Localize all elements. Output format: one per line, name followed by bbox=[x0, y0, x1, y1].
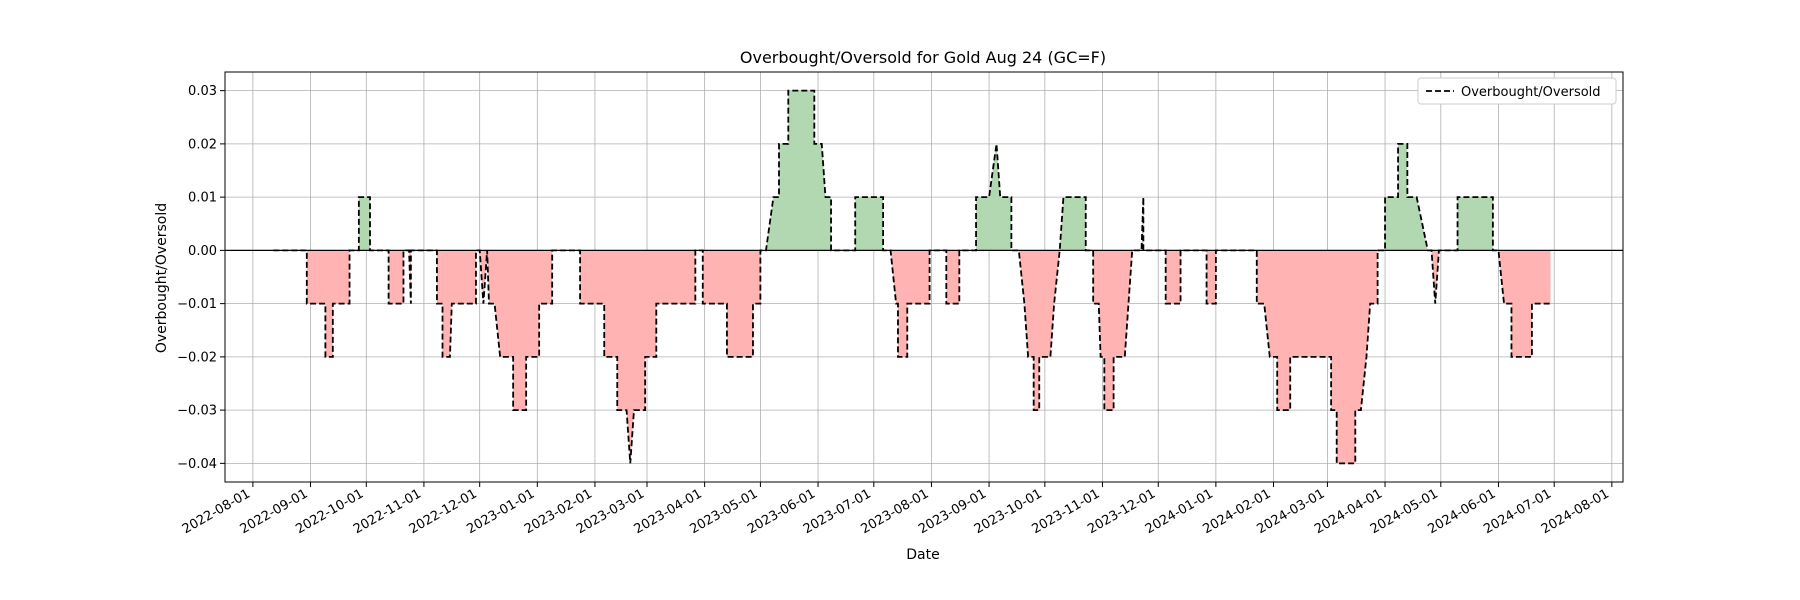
legend: Overbought/Oversold bbox=[1417, 77, 1617, 105]
overbought-area bbox=[1385, 143, 1428, 251]
oversold-area bbox=[388, 250, 404, 304]
y-tick-label: −0.02 bbox=[177, 350, 217, 365]
y-tick-label: 0.00 bbox=[188, 244, 217, 259]
series-line-overbought-oversold bbox=[273, 89, 1551, 465]
legend-box bbox=[1417, 77, 1617, 105]
y-tick-label: 0.01 bbox=[188, 191, 217, 206]
y-tick-label: 0.02 bbox=[188, 137, 217, 152]
overbought-area bbox=[358, 197, 371, 251]
y-tick-label: 0.03 bbox=[188, 84, 217, 99]
area-fills bbox=[306, 90, 1551, 464]
oversold-area bbox=[1206, 250, 1216, 304]
oversold-area bbox=[306, 250, 350, 357]
oversold-area bbox=[1431, 250, 1439, 304]
chart-title: Overbought/Oversold for Gold Aug 24 (GC=… bbox=[740, 48, 1106, 67]
overbought-area bbox=[1457, 197, 1493, 251]
y-tick-label: −0.04 bbox=[177, 457, 217, 472]
x-axis-label: Date bbox=[906, 547, 939, 563]
oversold-area bbox=[702, 250, 761, 357]
y-axis-ticks: −0.04 −0.03 −0.02 −0.01 0.00 0.01 0.02 0.03 bbox=[177, 84, 225, 472]
oversold-area bbox=[487, 250, 553, 411]
oversold-area bbox=[890, 250, 930, 357]
oversold-area bbox=[1018, 250, 1060, 411]
x-axis-ticks: 2022-08-012022-09-012022-10-012022-11-01… bbox=[180, 482, 1613, 537]
overbought-area bbox=[1059, 197, 1086, 251]
y-axis-label: Overbought/Oversold bbox=[154, 203, 170, 353]
y-tick-label: −0.01 bbox=[177, 297, 217, 312]
overbought-area bbox=[976, 143, 1012, 251]
oversold-area bbox=[946, 250, 960, 304]
oversold-area bbox=[479, 250, 488, 304]
legend-entry: Overbought/Oversold bbox=[1461, 85, 1601, 100]
overbought-area bbox=[855, 197, 884, 251]
oversold-area bbox=[1093, 250, 1133, 411]
grid-lines bbox=[225, 72, 1623, 482]
overbought-area bbox=[765, 90, 832, 251]
oversold-area bbox=[436, 250, 476, 357]
y-tick-label: −0.03 bbox=[177, 404, 217, 419]
oversold-area bbox=[1498, 250, 1551, 357]
oversold-area bbox=[580, 250, 696, 464]
oversold-area bbox=[1165, 250, 1181, 304]
plot-frame bbox=[224, 71, 1624, 483]
